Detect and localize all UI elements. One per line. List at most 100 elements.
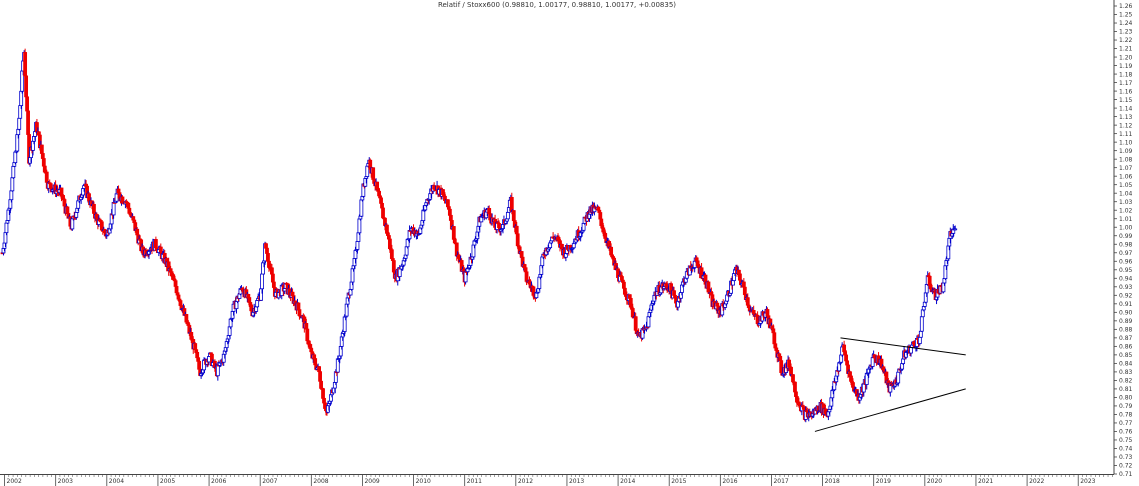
x-axis: 2002 2003 2004 2005 2006 2007 2008 2009 2010 2011… — [0, 474, 1114, 486]
candle — [919, 316, 924, 332]
x-tick-label: 2023 — [1080, 478, 1095, 485]
candle-body — [861, 383, 866, 393]
candle-body — [26, 110, 30, 135]
candle-body — [359, 199, 364, 217]
upper-trendline — [840, 337, 966, 356]
y-tick-label: 0.89 — [1119, 318, 1133, 325]
y-tick-label: 1.19 — [1119, 63, 1133, 70]
candle-body — [896, 371, 901, 384]
y-tick-label: 0.87 — [1119, 335, 1133, 342]
y-tick-label: 0.71 — [1119, 471, 1133, 478]
candle-body — [630, 308, 635, 318]
y-tick-label: 0.74 — [1119, 446, 1133, 453]
candle-body — [387, 235, 391, 240]
y-tick-label: 0.96 — [1119, 258, 1133, 265]
y-tick-label: 1.07 — [1119, 165, 1133, 172]
x-tick-label: 2016 — [722, 478, 737, 485]
candle-body — [571, 243, 576, 249]
y-tick-label: 0.83 — [1119, 369, 1133, 376]
candle-body — [446, 199, 450, 208]
candle — [371, 167, 376, 181]
y-tick-label: 1.05 — [1119, 182, 1133, 189]
candle-body — [357, 218, 362, 234]
y-tick-label: 0.91 — [1119, 301, 1133, 308]
x-tick-label: 2007 — [262, 478, 277, 485]
y-tick-label: 1.21 — [1119, 46, 1133, 53]
y-tick-label: 1.09 — [1119, 148, 1133, 155]
y-tick-label: 0.90 — [1119, 310, 1133, 317]
y-tick-label: 0.94 — [1119, 275, 1133, 282]
y-tick-label: 0.86 — [1119, 344, 1133, 351]
y-tick-label: 1.25 — [1119, 12, 1133, 19]
y-tick-label: 0.92 — [1119, 293, 1133, 300]
x-tick-label: 2005 — [160, 478, 175, 485]
x-tick-label: 2008 — [313, 478, 328, 485]
y-tick-label: 0.99 — [1119, 233, 1133, 240]
candle-body — [633, 316, 638, 331]
y-tick-label: 1.13 — [1119, 114, 1133, 121]
y-tick-label: 1.23 — [1119, 29, 1133, 36]
y-tick-label: 0.76 — [1119, 429, 1133, 436]
candle-body — [176, 294, 181, 300]
x-tick-label: 2022 — [1029, 478, 1044, 485]
x-tick-label: 2019 — [876, 478, 891, 485]
candle-body — [742, 286, 747, 296]
candle-body — [4, 222, 9, 234]
y-tick-label: 0.73 — [1119, 454, 1133, 461]
candle-body — [522, 264, 527, 269]
y-tick-label: 1.08 — [1119, 156, 1133, 163]
y-tick-label: 1.26 — [1119, 3, 1133, 10]
y-tick-label: 0.80 — [1119, 395, 1133, 402]
candle-body — [487, 207, 492, 215]
candle-body — [375, 181, 380, 190]
candle-body — [246, 293, 251, 298]
y-tick-label: 1.01 — [1119, 216, 1133, 223]
candle-body — [215, 364, 220, 377]
candle-body — [505, 211, 510, 220]
y-tick-label: 0.75 — [1119, 437, 1133, 444]
candle-body — [379, 197, 383, 204]
x-tick-label: 2010 — [416, 478, 431, 485]
candle-body — [355, 241, 360, 250]
candle-body — [745, 297, 750, 306]
candle-body — [909, 346, 913, 354]
chart-title-bar: Relatif / Stoxx600 (0.98810, 1.00177, 0.… — [0, 1, 1114, 9]
x-tick-label: 2003 — [58, 478, 73, 485]
y-tick-label: 1.22 — [1119, 37, 1133, 44]
y-tick-label: 1.11 — [1119, 131, 1133, 138]
x-tick-label: 2015 — [671, 478, 686, 485]
lower-trendline — [814, 388, 966, 432]
x-tick-label: 2006 — [211, 478, 226, 485]
candle-body — [74, 211, 79, 218]
candle-body — [927, 275, 932, 286]
y-tick-label: 1.24 — [1119, 20, 1133, 27]
candle-body — [111, 201, 116, 216]
candle — [953, 225, 958, 231]
ohlc-readout: (0.98810, 1.00177, 0.98810, 1.00177, +0.… — [502, 1, 677, 9]
chart-title: Relatif / Stoxx600 — [437, 1, 500, 9]
candle-body — [9, 190, 14, 201]
x-tick-label: 2020 — [927, 478, 942, 485]
x-tick-label: 2021 — [978, 478, 993, 485]
candle-body — [381, 207, 385, 219]
trendlines — [814, 337, 966, 432]
candle-body — [271, 281, 276, 288]
plot-area — [0, 48, 958, 423]
x-tick-label: 2002 — [7, 478, 22, 485]
y-tick-label: 0.95 — [1119, 267, 1133, 274]
candle-body — [260, 273, 264, 290]
y-tick-label: 1.06 — [1119, 173, 1133, 180]
x-tick-label: 2013 — [569, 478, 584, 485]
candle-body — [193, 343, 198, 351]
y-tick-label: 0.77 — [1119, 420, 1133, 427]
y-tick-label: 1.10 — [1119, 139, 1133, 146]
candle-body — [13, 151, 18, 164]
candle-body — [515, 233, 520, 247]
candle — [36, 130, 41, 136]
y-tick-label: 1.17 — [1119, 80, 1133, 87]
x-tick-label: 2012 — [518, 478, 533, 485]
candle — [17, 117, 22, 131]
candle-body — [255, 300, 260, 308]
